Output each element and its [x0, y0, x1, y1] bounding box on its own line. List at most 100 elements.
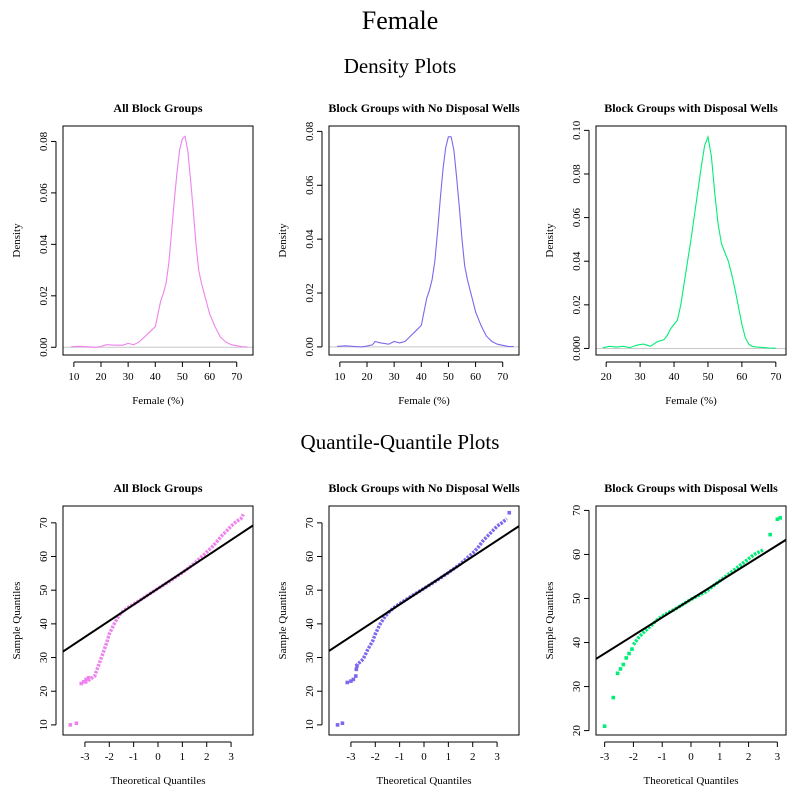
- chart3-title: All Block Groups: [113, 481, 202, 495]
- chart3-qq-reference-line: [63, 524, 253, 653]
- chart2-x-tick-label-2: 40: [669, 371, 681, 383]
- chart4-y-tick-label-0: 10: [304, 719, 316, 731]
- chart0-x-tick-label-2: 30: [123, 371, 135, 383]
- chart4-qq-reference-line: [329, 525, 519, 652]
- chart3-qq-point-2: [79, 681, 84, 686]
- chart0-x-tick-label-0: 10: [68, 371, 80, 383]
- chart5-plot-frame: [595, 505, 787, 736]
- chart0-x-tick-label-1: 20: [96, 371, 108, 383]
- chart2-y-axis-label: Density: [544, 223, 556, 258]
- chart4-x-tick-label-6: 3: [494, 751, 500, 763]
- chart4-x-tick-label-1: -2: [371, 751, 380, 763]
- chart4-plot-frame: [328, 505, 520, 736]
- chart3-x-tick-label-0: -3: [80, 751, 90, 763]
- chart2-density-line: [602, 134, 776, 349]
- chart3-y-tick-label-1: 20: [38, 685, 50, 697]
- chart4-y-axis-label: Sample Quantiles: [277, 582, 289, 660]
- chart4-x-tick-label-3: 0: [421, 751, 427, 763]
- chart2-y-tick-label-1: 0.02: [571, 295, 583, 314]
- chart1-density-line: [337, 136, 514, 348]
- chart5-qq-point-8: [768, 532, 772, 537]
- chart5-y-tick-label-4: 60: [571, 548, 583, 560]
- chart3-x-tick-label-1: -2: [105, 751, 114, 763]
- chart5-y-axis-label: Sample Quantiles: [544, 582, 556, 660]
- chart3-x-tick-label-6: 3: [228, 751, 234, 763]
- chart4-y-tick-label-3: 40: [304, 618, 316, 630]
- chart4-y-tick-label-6: 70: [304, 517, 316, 529]
- chart0-x-tick-label-5: 60: [204, 371, 216, 383]
- chart3-x-tick-label-3: 0: [155, 751, 161, 763]
- chart4-qq-point-8: [507, 510, 512, 515]
- chart5-qq-point-7: [630, 647, 634, 651]
- chart4-qq-point-0: [335, 723, 340, 727]
- chart0-title: All Block Groups: [113, 101, 202, 115]
- chart5-y-tick-label-0: 20: [571, 725, 583, 737]
- qq-panel-wells: Block Groups with Disposal Wells -3 -2 -1 0 1…: [544, 481, 787, 787]
- chart5-qq-point-6: [627, 651, 631, 656]
- chart5-qq-point-4: [621, 662, 626, 667]
- chart0-x-tick-label-4: 50: [177, 371, 189, 383]
- chart1-y-tick-label-2: 0.04: [304, 229, 316, 249]
- chart2-y-tick-label-0: 0.000: [571, 336, 583, 361]
- chart4-qq-point-2: [345, 680, 350, 685]
- chart1-y-axis-label: Density: [277, 223, 289, 258]
- chart5-x-tick-label-2: -1: [658, 751, 667, 763]
- chart5-y-tick-label-5: 70: [571, 504, 583, 516]
- chart2-y-tick-label-3: 0.06: [571, 207, 583, 227]
- chart3-y-tick-label-0: 10: [38, 719, 50, 731]
- chart5-x-tick-label-4: 1: [717, 751, 723, 763]
- chart5-qq-points-band: [631, 548, 764, 646]
- chart0-density-line: [71, 135, 248, 348]
- chart5-qq-point-1: [611, 695, 616, 700]
- chart0-y-tick-label-2: 0.04: [38, 234, 50, 254]
- chart1-y-tick-label-4: 0.08: [304, 121, 316, 141]
- chart5-qq-point-3: [618, 667, 623, 671]
- chart2-x-tick-label-1: 30: [635, 371, 647, 383]
- chart0-x-axis-label: Female (%): [132, 395, 184, 407]
- chart2-x-axis-label: Female (%): [665, 395, 717, 407]
- chart5-title: Block Groups with Disposal Wells: [604, 481, 778, 495]
- chart5-x-axis-label: Theoretical Quantiles: [644, 775, 739, 787]
- chart2-title: Block Groups with Disposal Wells: [604, 101, 778, 115]
- chart0-y-tick-label-0: 0.00: [38, 337, 50, 357]
- chart5-x-tick-label-3: 0: [688, 751, 694, 763]
- chart1-x-axis-label: Female (%): [398, 395, 450, 407]
- chart4-x-tick-label-2: -1: [395, 751, 404, 763]
- chart5-x-tick-label-5: 2: [746, 751, 752, 763]
- chart5-y-tick-label-3: 50: [571, 592, 583, 604]
- chart5-qq-reference-line: [596, 538, 786, 660]
- chart3-qq-point-4: [84, 677, 88, 682]
- chart5-qq-point-10: [778, 516, 783, 520]
- density-panel-no-wells: Block Groups with No Disposal Wells 10 20 3…: [277, 101, 520, 407]
- chart3-x-tick-label-2: -1: [129, 751, 138, 763]
- chart5-x-tick-label-6: 3: [775, 751, 781, 763]
- chart0-x-tick-label-6: 70: [231, 371, 243, 383]
- chart3-x-axis-label: Theoretical Quantiles: [111, 775, 206, 787]
- chart4-qq-point-3: [349, 679, 353, 683]
- chart1-title: Block Groups with No Disposal Wells: [328, 101, 520, 115]
- chart5-qq-point-5: [624, 656, 629, 660]
- chart3-qq-point-5: [86, 675, 91, 680]
- chart1-x-tick-label-6: 70: [497, 371, 509, 383]
- chart0-y-tick-label-1: 0.02: [38, 286, 50, 305]
- chart4-y-tick-label-5: 60: [304, 551, 316, 563]
- chart3-y-tick-label-3: 40: [38, 618, 50, 630]
- chart1-x-tick-label-4: 50: [443, 371, 455, 383]
- chart0-y-tick-label-3: 0.06: [38, 183, 50, 203]
- chart3-qq-points-band: [83, 513, 245, 685]
- chart4-qq-point-6: [354, 667, 359, 672]
- chart3-y-tick-label-4: 50: [38, 584, 50, 596]
- chart3-y-axis-label: Sample Quantiles: [11, 582, 23, 660]
- chart3-y-tick-label-2: 30: [38, 652, 50, 664]
- chart5-y-tick-label-1: 30: [571, 681, 583, 693]
- chart0-y-tick-label-4: 0.08: [38, 131, 50, 151]
- chart4-x-tick-label-5: 2: [470, 751, 476, 763]
- chart2-x-tick-label-0: 20: [601, 371, 613, 383]
- chart0-x-tick-label-3: 40: [150, 371, 162, 383]
- chart1-x-tick-label-0: 10: [334, 371, 346, 383]
- chart1-x-tick-label-3: 40: [416, 371, 428, 383]
- qq-panel-no-wells: Block Groups with No Disposal Wells -3 -2 -…: [277, 481, 520, 787]
- figure-title: Female: [361, 6, 439, 35]
- chart4-qq-point-5: [353, 674, 358, 678]
- chart3-y-tick-label-6: 70: [38, 517, 50, 529]
